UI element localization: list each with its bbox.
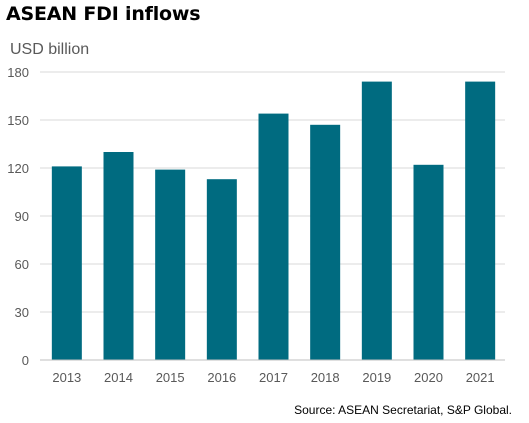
y-tick-label: 0 [22, 353, 29, 368]
y-tick-label: 120 [7, 161, 29, 176]
y-tick-label: 90 [15, 209, 29, 224]
y-axis-unit-label: USD billion [10, 41, 90, 58]
chart-title: ASEAN FDI inflows [6, 3, 201, 25]
x-tick-label: 2016 [207, 370, 236, 385]
x-tick-label: 2020 [414, 370, 443, 385]
x-tick-label: 2018 [311, 370, 340, 385]
bars [51, 81, 496, 360]
bar-2021 [465, 81, 496, 360]
source-note: Source: ASEAN Secretariat, S&P Global. [294, 403, 512, 417]
y-tick-label: 30 [15, 305, 29, 320]
x-tick-label: 2013 [52, 370, 81, 385]
y-tick-label: 180 [7, 65, 29, 80]
bar-2019 [361, 81, 392, 360]
y-tick-label: 150 [7, 113, 29, 128]
x-axis-ticks: 2013 2014 2015 2016 2017 2018 2019 2020 2021 [52, 370, 494, 385]
bar-2017 [258, 113, 289, 360]
y-axis-ticks: 0 30 60 90 120 150 180 [7, 65, 29, 368]
bar-2013 [51, 166, 82, 360]
x-tick-label: 2014 [104, 370, 133, 385]
bar-2020 [413, 164, 444, 360]
bar-2018 [310, 124, 341, 360]
x-tick-label: 2015 [156, 370, 185, 385]
bar-2016 [206, 179, 237, 360]
x-tick-label: 2019 [362, 370, 391, 385]
bar-2015 [155, 169, 186, 360]
y-tick-label: 60 [15, 257, 29, 272]
x-tick-label: 2021 [466, 370, 495, 385]
bar-2014 [103, 152, 134, 360]
x-tick-label: 2017 [259, 370, 288, 385]
